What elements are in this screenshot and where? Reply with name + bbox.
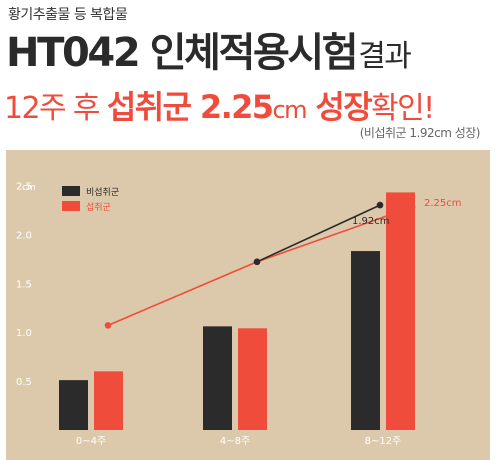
bar-line-chart: cm 0.5 1.0 1.5 2.0 2.5 0~4주 4~8주 8~12주 2.25cm 1.92… [16,182,462,447]
bar-intake [386,192,415,430]
y-tick-label: 1.0 [16,328,32,339]
x-tick-label: 8~12주 [365,436,402,447]
data-label-intake: 2.25cm [424,198,462,209]
title-bold: HT042 인체적용시험 [6,30,359,76]
headline-part3: 성장 [305,88,372,126]
chart-panel: cm 0.5 1.0 1.5 2.0 2.5 0~4주 4~8주 8~12주 2.25cm 1.92… [6,150,490,460]
headline-part1: 12주 후 [4,91,107,126]
y-axis-label: cm [22,183,36,193]
legend-swatch [62,186,80,196]
line-point [376,201,384,209]
line-point [408,203,416,211]
y-tick-label: 0.5 [16,377,32,388]
data-label-placebo: 1.92cm [352,216,390,227]
x-tick-label: 4~8주 [220,436,250,447]
y-tick-label: 2.0 [16,230,32,241]
comparison-note: (비섭취군 1.92cm 성장) [359,126,481,140]
legend-label: 섭취군 [86,202,111,213]
bar-intake [238,328,267,430]
y-tick-label: 2.5 [16,182,32,193]
subtitle: 황기추출물 등 복합물 [8,7,128,23]
title-light: 결과 [358,39,412,74]
bar-intake [94,371,123,430]
headline-part2: 섭취군 2.25 [106,88,274,126]
line-point [104,322,112,329]
y-tick-label: 1.5 [16,279,32,290]
header: 황기추출물 등 복합물 HT042 인체적용시험결과 12주 후 섭취군 2.2… [0,0,496,150]
legend-swatch [62,201,80,211]
line-placebo [256,204,381,263]
main-title: HT042 인체적용시험결과 [6,20,412,78]
line-point [253,258,261,266]
legend-label: 비섭취군 [86,187,119,198]
headline-part4: 확인! [371,91,435,126]
x-tick-label: 0~4주 [76,436,106,447]
bar-placebo [351,251,380,430]
headline-unit: cm [272,96,307,124]
bar-placebo [59,380,88,430]
bar-placebo [203,326,232,430]
headline: 12주 후 섭취군 2.25cm 성장확인! [4,82,435,128]
